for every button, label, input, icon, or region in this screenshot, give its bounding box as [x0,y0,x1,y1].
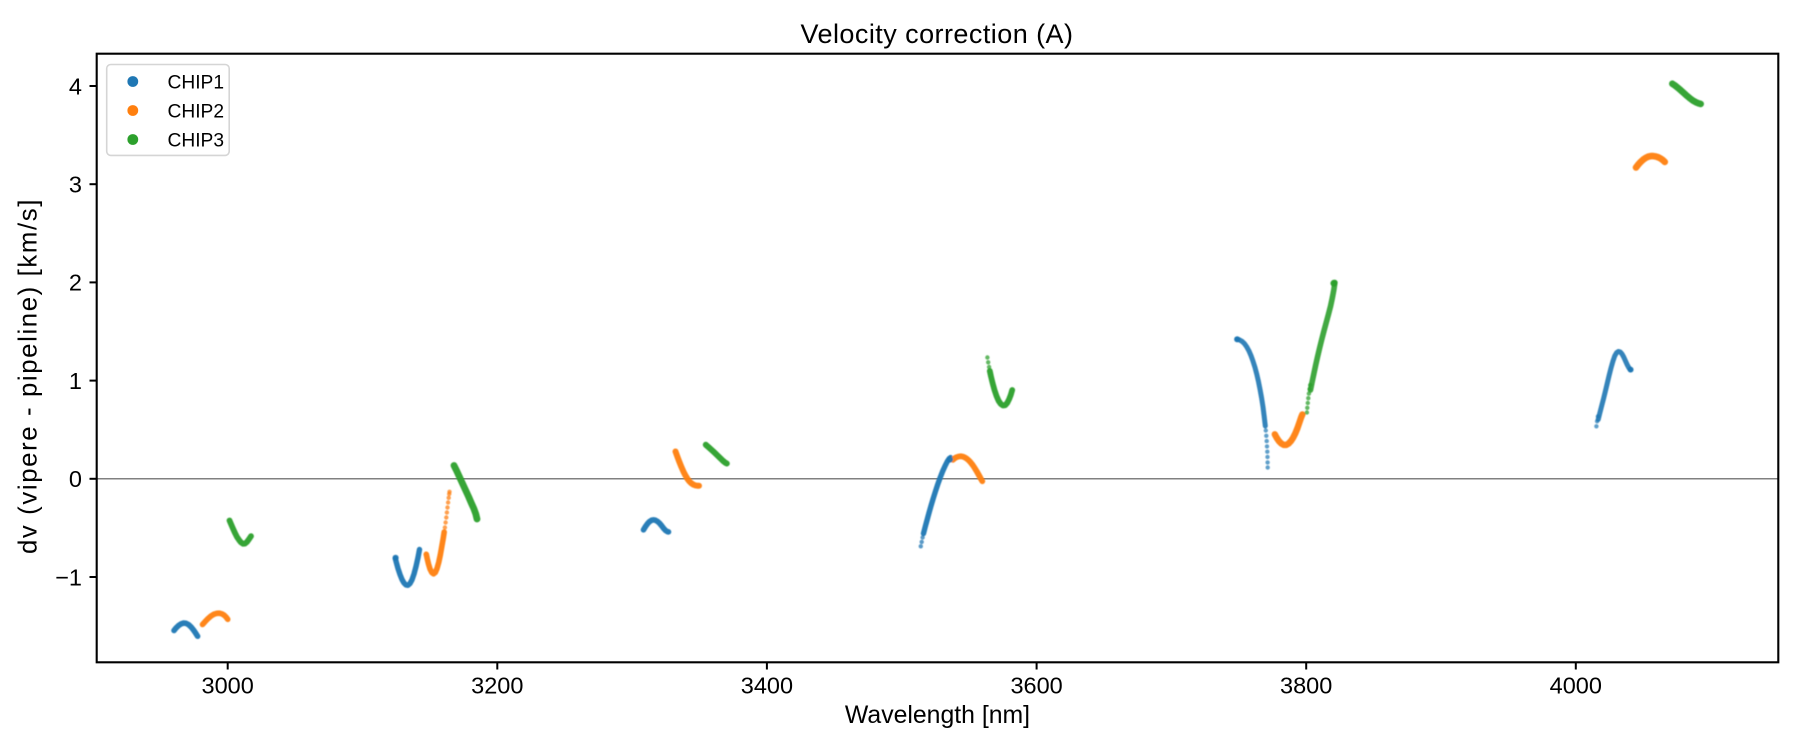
svg-text:CHIP1: CHIP1 [168,72,225,93]
svg-text:3800: 3800 [1280,673,1332,699]
svg-text:0: 0 [69,466,82,492]
svg-text:4000: 4000 [1550,673,1602,699]
svg-text:Velocity correction (A): Velocity correction (A) [801,19,1074,49]
svg-text:CHIP2: CHIP2 [168,101,225,122]
svg-text:1: 1 [69,368,82,394]
svg-text:−1: −1 [55,564,82,590]
svg-text:CHIP3: CHIP3 [168,130,225,151]
svg-text:3400: 3400 [741,673,793,699]
svg-text:3000: 3000 [202,673,254,699]
svg-text:dv (vipere - pipeline) [km/s]: dv (vipere - pipeline) [km/s] [15,198,43,554]
svg-text:3600: 3600 [1010,673,1062,699]
svg-text:3200: 3200 [471,673,523,699]
svg-text:2: 2 [69,270,82,296]
svg-text:4: 4 [69,73,82,99]
svg-text:3: 3 [69,172,82,198]
svg-text:Wavelength [nm]: Wavelength [nm] [845,702,1030,729]
